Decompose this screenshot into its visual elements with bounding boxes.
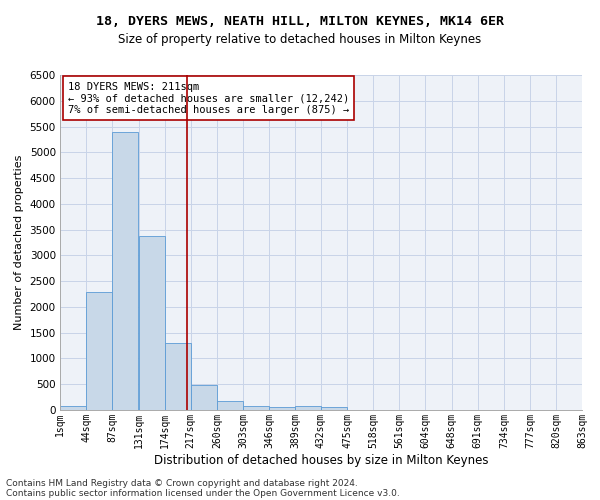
Bar (60, 406, 86, 410)
Text: Size of property relative to detached houses in Milton Keynes: Size of property relative to detached ho… (118, 32, 482, 46)
Bar (269, 407, 295, 410)
Y-axis label: Number of detached properties: Number of detached properties (14, 155, 24, 330)
Text: Contains HM Land Registry data © Crown copyright and database right 2024.: Contains HM Land Registry data © Crown c… (6, 478, 358, 488)
Bar (321, 407, 347, 410)
Bar (217, 400, 243, 410)
Bar (243, 406, 269, 410)
X-axis label: Distribution of detached houses by size in Milton Keynes: Distribution of detached houses by size … (154, 454, 488, 466)
Bar (295, 406, 321, 410)
Bar (86, 292, 112, 410)
Text: 18, DYERS MEWS, NEATH HILL, MILTON KEYNES, MK14 6ER: 18, DYERS MEWS, NEATH HILL, MILTON KEYNE… (96, 15, 504, 28)
Bar (191, 386, 217, 410)
Bar (139, 236, 165, 410)
Text: 18 DYERS MEWS: 211sqm
← 93% of detached houses are smaller (12,242)
7% of semi-d: 18 DYERS MEWS: 211sqm ← 93% of detached … (68, 82, 349, 115)
Bar (112, 132, 138, 410)
Text: Contains public sector information licensed under the Open Government Licence v3: Contains public sector information licen… (6, 488, 400, 498)
Bar (165, 343, 191, 410)
